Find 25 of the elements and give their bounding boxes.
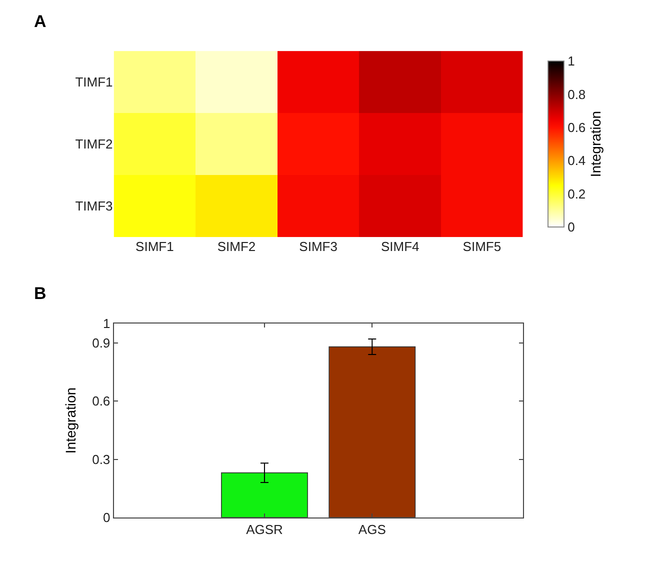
x-tick-label: SIMF3	[299, 239, 338, 254]
y-tick-label: TIMF1	[75, 74, 113, 90]
y-tick-label: 0	[102, 510, 110, 525]
y-tick-label: 0.6	[92, 394, 110, 409]
chart-title: B	[34, 284, 46, 303]
color-bar-label: 1	[568, 54, 575, 69]
y-tick-label: 1	[102, 316, 110, 332]
chart-title: A	[34, 12, 46, 31]
color-bar-label: 0	[568, 220, 575, 235]
x-tick-label: AGS	[358, 522, 386, 538]
color-bar-label: 0.8	[568, 86, 586, 102]
color-bar-label: 0.6	[568, 120, 586, 136]
color-bar-label: 0.4	[568, 153, 586, 168]
color-bar-label: 0.2	[568, 186, 586, 202]
x-tick-label: SIMF4	[380, 239, 420, 254]
y-tick-label: 0.3	[92, 452, 110, 467]
y-tick-label: TIMF2	[75, 136, 113, 152]
x-tick-label: AGSR	[246, 522, 283, 538]
y-tick-label: TIMF3	[75, 198, 113, 214]
x-tick-label: SIMF2	[217, 239, 256, 254]
x-tick-label: SIMF1	[136, 239, 174, 254]
y-tick-label: 0.9	[92, 335, 110, 350]
color-bar-title: Integration	[588, 110, 604, 178]
x-tick-label: SIMF5	[462, 239, 502, 254]
y-axis-title: Integration	[62, 387, 79, 454]
